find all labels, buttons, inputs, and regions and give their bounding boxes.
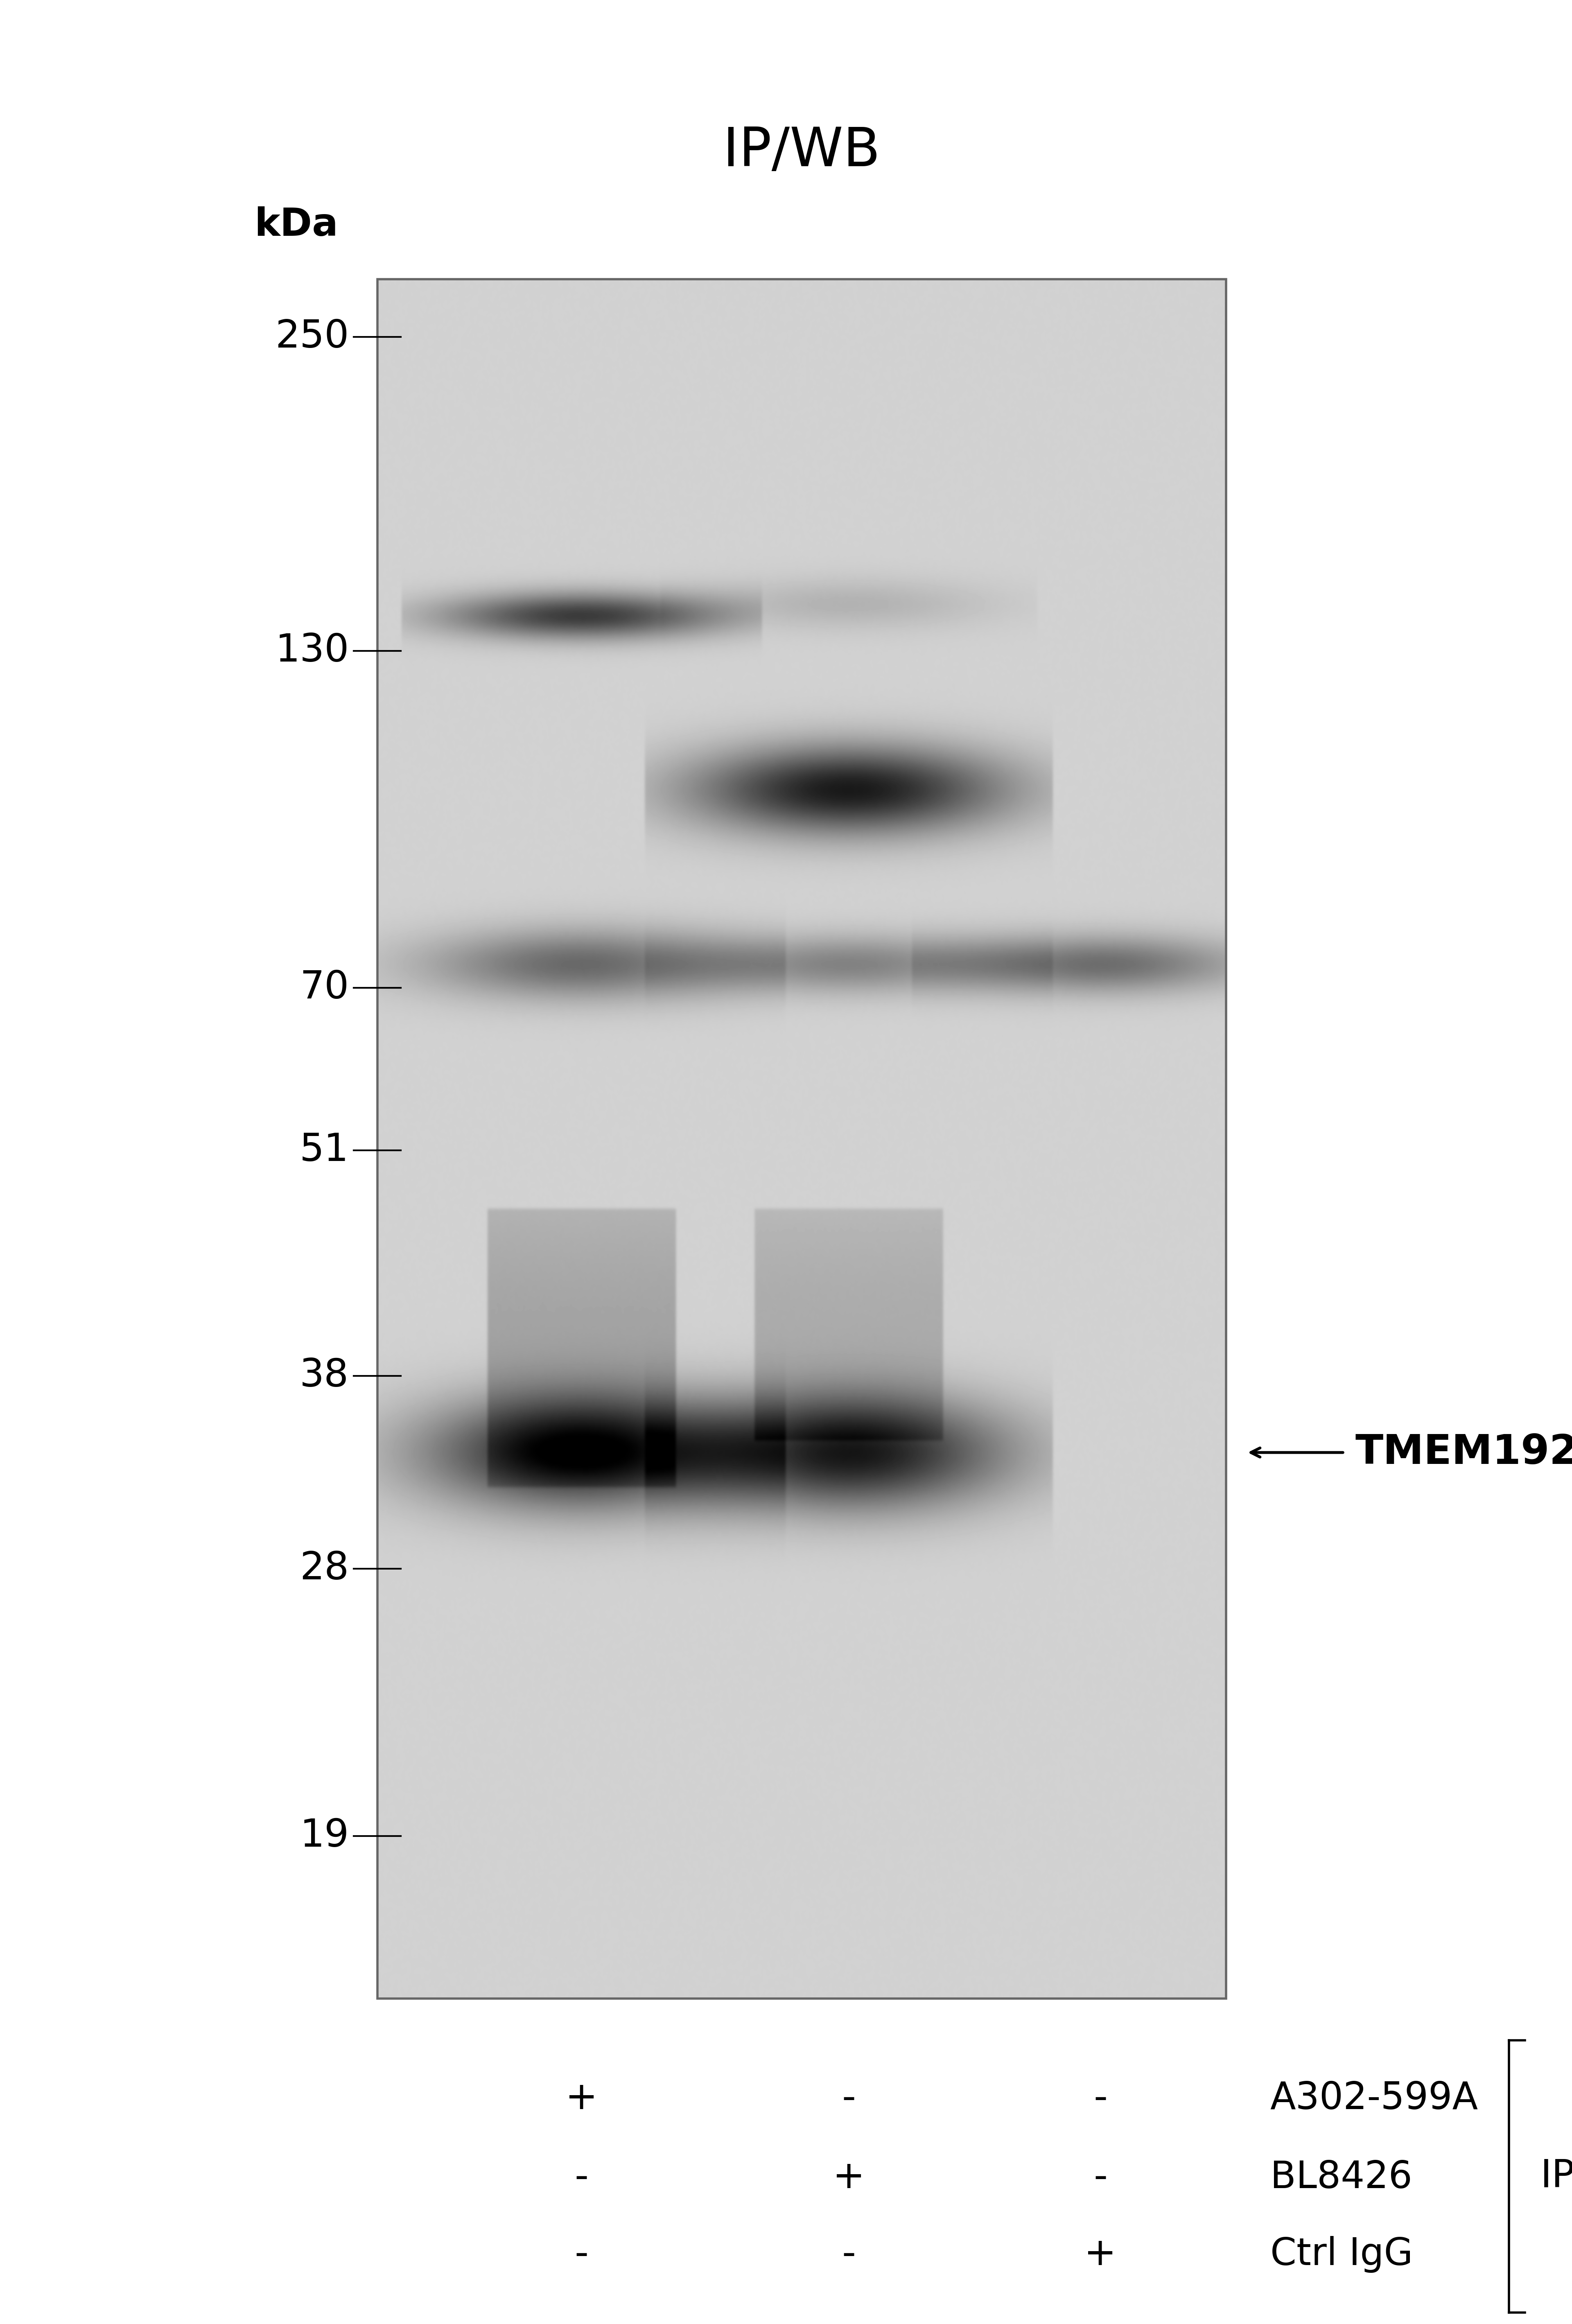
Text: TMEM192: TMEM192 (1355, 1432, 1572, 1473)
Text: IP/WB: IP/WB (723, 125, 880, 177)
Text: -: - (1094, 2159, 1107, 2196)
Text: -: - (575, 2159, 588, 2196)
Text: 28: 28 (300, 1550, 349, 1587)
Text: IP: IP (1541, 2157, 1572, 2196)
Text: -: - (575, 2236, 588, 2273)
Text: kDa: kDa (255, 207, 338, 244)
Text: -: - (843, 2236, 855, 2273)
Text: +: + (1085, 2236, 1116, 2273)
Text: 19: 19 (300, 1817, 349, 1855)
Text: 38: 38 (300, 1357, 349, 1394)
Text: 51: 51 (300, 1132, 349, 1169)
Text: 250: 250 (275, 318, 349, 356)
Text: 70: 70 (300, 969, 349, 1006)
Text: -: - (843, 2080, 855, 2117)
Text: +: + (566, 2080, 597, 2117)
Text: Ctrl IgG: Ctrl IgG (1270, 2236, 1413, 2273)
Text: BL8426: BL8426 (1270, 2159, 1412, 2196)
Text: -: - (1094, 2080, 1107, 2117)
Text: 130: 130 (275, 632, 349, 669)
Text: A302-599A: A302-599A (1270, 2080, 1478, 2117)
Text: +: + (833, 2159, 865, 2196)
Bar (377, 279, 1226, 1999)
